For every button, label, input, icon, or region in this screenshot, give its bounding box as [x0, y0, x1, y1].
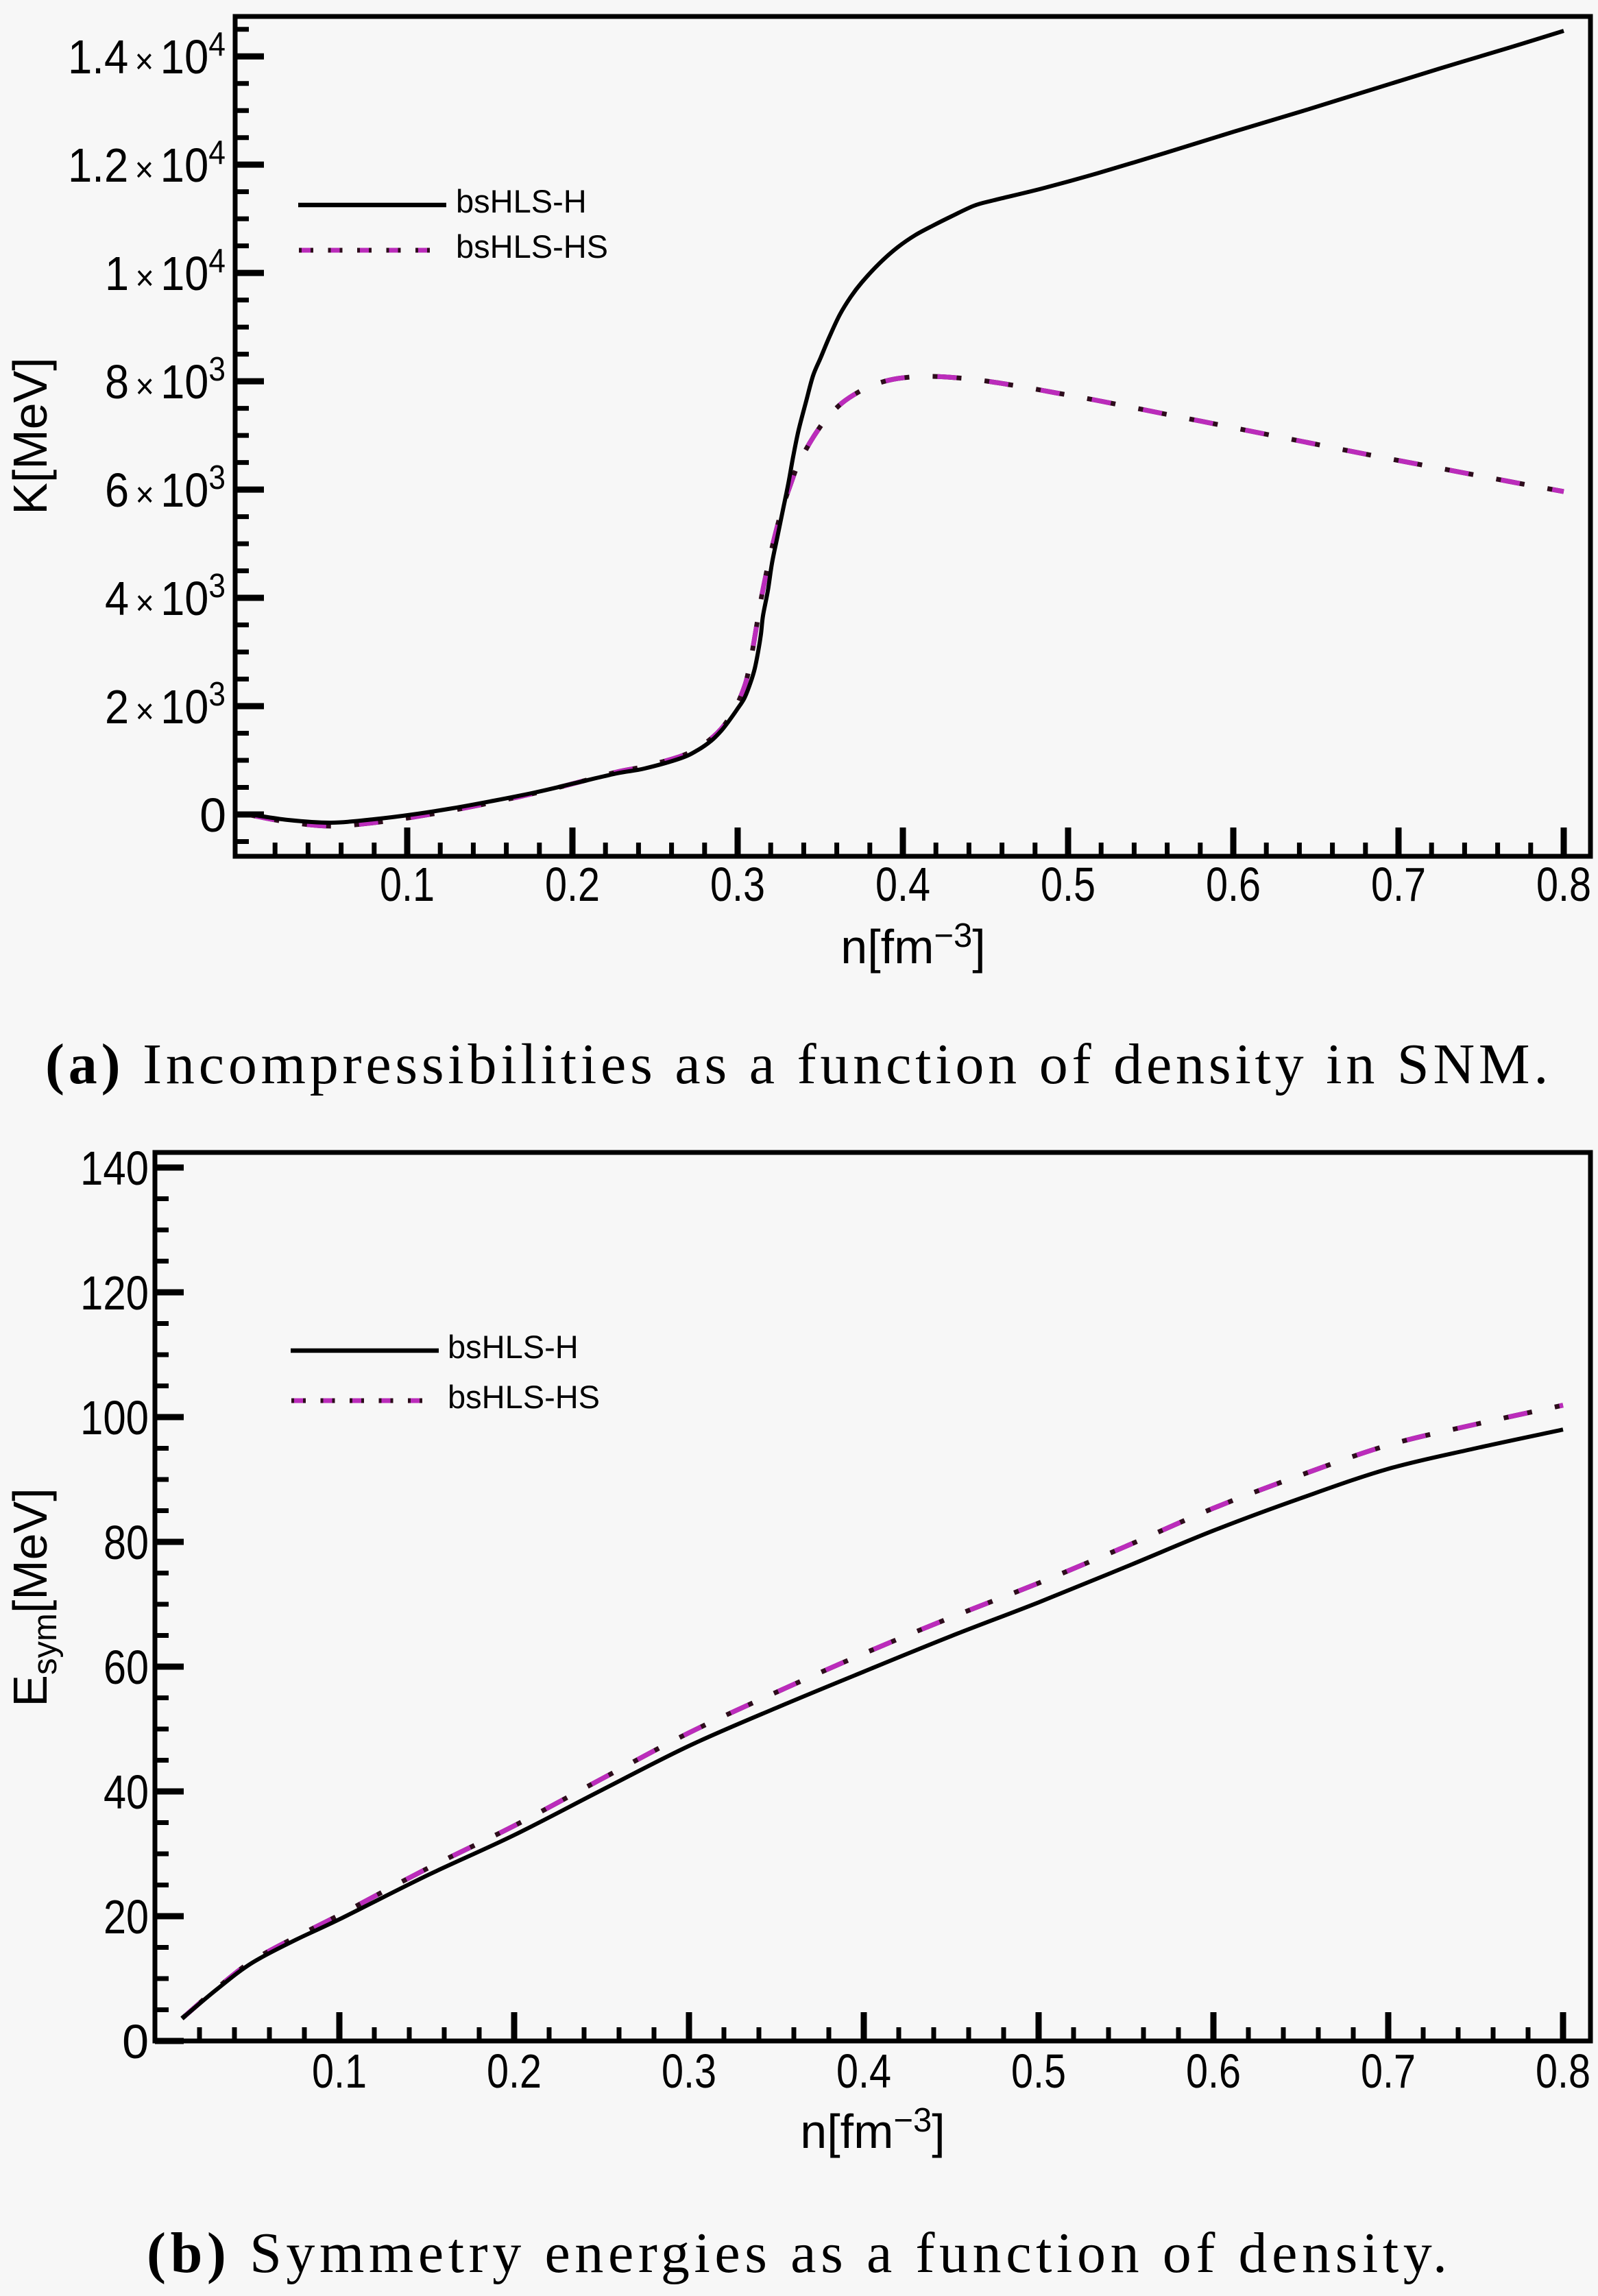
svg-text:0.8: 0.8 — [1536, 2044, 1590, 2098]
svg-text:0.5: 0.5 — [1011, 2044, 1066, 2098]
svg-text:bsHLS-H: bsHLS-H — [456, 183, 587, 219]
svg-text:6 × 103: 6 × 103 — [105, 459, 226, 517]
svg-text:2 × 103: 2 × 103 — [105, 676, 226, 734]
svg-text:1 × 104: 1 × 104 — [105, 243, 226, 300]
svg-text:n[fm−3]: n[fm−3] — [800, 2102, 945, 2158]
svg-text:bsHLS-HS: bsHLS-HS — [448, 1379, 600, 1415]
svg-text:0: 0 — [122, 2015, 149, 2068]
svg-text:0.3: 0.3 — [662, 2044, 716, 2098]
svg-text:(a) Incompressibilities as a f: (a) Incompressibilities as a function of… — [45, 1032, 1552, 1096]
svg-text:0.6: 0.6 — [1206, 858, 1261, 911]
svg-text:0.2: 0.2 — [545, 858, 600, 911]
svg-text:60: 60 — [104, 1641, 149, 1694]
svg-text:120: 120 — [80, 1266, 149, 1320]
svg-text:0.5: 0.5 — [1041, 858, 1095, 911]
svg-text:K[MeV]: K[MeV] — [3, 357, 57, 515]
svg-text:0.8: 0.8 — [1536, 858, 1591, 911]
svg-text:0.7: 0.7 — [1361, 2044, 1416, 2098]
svg-text:4 × 103: 4 × 103 — [105, 568, 226, 625]
svg-text:40: 40 — [104, 1765, 149, 1819]
svg-text:140: 140 — [80, 1141, 149, 1195]
svg-text:bsHLS-HS: bsHLS-HS — [456, 228, 608, 265]
svg-text:0.6: 0.6 — [1186, 2044, 1241, 2098]
svg-text:0.7: 0.7 — [1371, 858, 1426, 911]
svg-text:100: 100 — [80, 1391, 149, 1445]
svg-text:(b) Symmetry energies as a fun: (b) Symmetry energies as a function of d… — [147, 2221, 1452, 2285]
svg-text:0.4: 0.4 — [875, 858, 930, 911]
svg-text:0.4: 0.4 — [836, 2044, 891, 2098]
svg-text:0.1: 0.1 — [312, 2044, 367, 2098]
svg-text:8 × 103: 8 × 103 — [105, 351, 226, 409]
svg-text:bsHLS-H: bsHLS-H — [448, 1329, 579, 1365]
svg-text:0.3: 0.3 — [710, 858, 765, 911]
svg-text:80: 80 — [104, 1516, 149, 1569]
svg-text:20: 20 — [104, 1890, 149, 1944]
svg-text:0: 0 — [199, 788, 226, 842]
svg-text:0.2: 0.2 — [487, 2044, 542, 2098]
svg-text:0.1: 0.1 — [380, 858, 435, 911]
